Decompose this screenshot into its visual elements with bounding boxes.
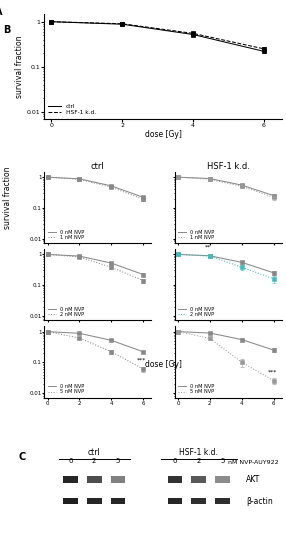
Bar bbox=[191, 476, 206, 483]
Legend: 0 nM NVP, 2 nM NVP: 0 nM NVP, 2 nM NVP bbox=[47, 306, 85, 318]
Text: 5: 5 bbox=[220, 458, 225, 464]
Bar bbox=[168, 476, 182, 483]
Bar bbox=[215, 498, 230, 504]
Legend: ctrl, HSF-1 k.d.: ctrl, HSF-1 k.d. bbox=[47, 102, 97, 116]
Text: **: ** bbox=[205, 245, 211, 250]
Text: 0: 0 bbox=[173, 458, 177, 464]
Text: ***: *** bbox=[137, 358, 146, 363]
Text: B: B bbox=[3, 25, 10, 35]
Text: C: C bbox=[18, 452, 25, 461]
Text: AKT: AKT bbox=[246, 475, 260, 485]
Text: HSF-1 k.d.: HSF-1 k.d. bbox=[179, 448, 218, 457]
X-axis label: dose [Gy]: dose [Gy] bbox=[145, 129, 181, 139]
Bar bbox=[87, 476, 102, 483]
Title: ctrl: ctrl bbox=[91, 162, 105, 171]
Title: HSF-1 k.d.: HSF-1 k.d. bbox=[207, 162, 250, 171]
Bar bbox=[191, 498, 206, 504]
Text: 2: 2 bbox=[92, 458, 96, 464]
Bar bbox=[63, 498, 78, 504]
Text: 5: 5 bbox=[116, 458, 120, 464]
Text: A: A bbox=[0, 8, 2, 18]
Legend: 0 nM NVP, 5 nM NVP: 0 nM NVP, 5 nM NVP bbox=[47, 383, 85, 395]
Text: nM NVP-AUY922: nM NVP-AUY922 bbox=[228, 460, 278, 465]
Legend: 0 nM NVP, 5 nM NVP: 0 nM NVP, 5 nM NVP bbox=[177, 383, 215, 395]
Bar bbox=[87, 498, 102, 504]
Bar bbox=[215, 476, 230, 483]
Text: 2: 2 bbox=[196, 458, 201, 464]
Bar bbox=[111, 498, 125, 504]
Bar bbox=[63, 476, 78, 483]
Legend: 0 nM NVP, 2 nM NVP: 0 nM NVP, 2 nM NVP bbox=[177, 306, 215, 318]
Y-axis label: survival fraction: survival fraction bbox=[15, 35, 24, 97]
Text: 0: 0 bbox=[68, 458, 73, 464]
Text: β-actin: β-actin bbox=[246, 497, 273, 506]
Bar bbox=[111, 476, 125, 483]
Text: ctrl: ctrl bbox=[88, 448, 101, 457]
Legend: 0 nM NVP, 1 nM NVP: 0 nM NVP, 1 nM NVP bbox=[177, 229, 215, 241]
Text: survival fraction: survival fraction bbox=[3, 167, 12, 229]
Text: dose [Gy]: dose [Gy] bbox=[145, 360, 181, 369]
Text: ***: *** bbox=[267, 370, 277, 375]
Bar bbox=[168, 498, 182, 504]
Legend: 0 nM NVP, 1 nM NVP: 0 nM NVP, 1 nM NVP bbox=[47, 229, 85, 241]
